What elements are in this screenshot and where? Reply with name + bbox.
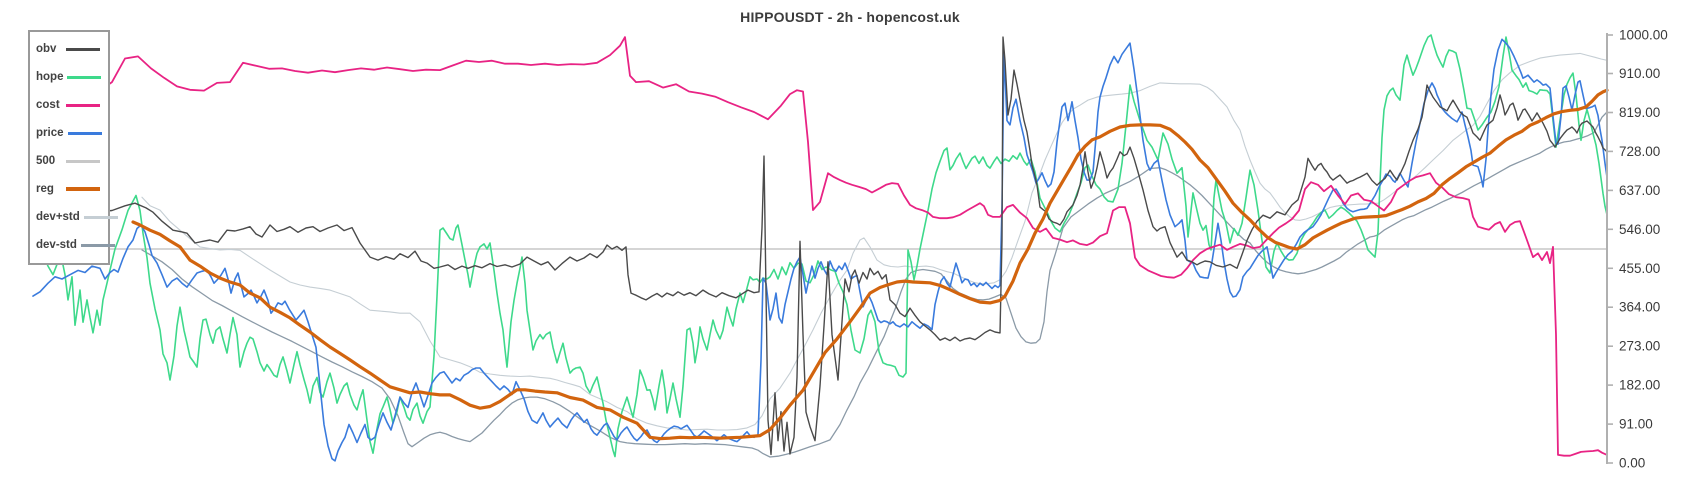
legend-item-label: obv — [36, 43, 57, 55]
legend-item-label: hope — [36, 71, 64, 83]
y-axis-tick-label: 455.00 — [1619, 261, 1660, 276]
legend-item-swatch — [66, 47, 100, 51]
legend-item-swatch — [66, 103, 100, 107]
legend-item-label: price — [36, 127, 64, 139]
y-axis-tick-label: 819.00 — [1619, 105, 1660, 120]
legend-item-hope[interactable]: hope — [30, 63, 108, 91]
series-dev-std-line — [141, 111, 1608, 458]
legend-item-swatch — [66, 187, 100, 191]
y-axis-tick-label: 0.00 — [1619, 456, 1645, 471]
y-axis-tick-label: 546.00 — [1619, 222, 1660, 237]
legend-item-dev-std[interactable]: dev-std — [30, 231, 115, 259]
legend-item-dev+std[interactable]: dev+std — [30, 203, 118, 231]
legend-item-reg[interactable]: reg — [30, 175, 108, 203]
legend-item-label: reg — [36, 183, 54, 195]
legend: obv hope cost price 500 reg dev+std dev-std — [28, 30, 118, 265]
legend-item-obv[interactable]: obv — [30, 35, 108, 63]
legend-item-label: dev+std — [36, 211, 80, 223]
chart-title: HIPPOUSDT - 2h - hopencost.uk — [740, 9, 960, 25]
y-axis-tick-label: 910.00 — [1619, 66, 1660, 81]
legend-item-500[interactable]: 500 — [30, 147, 108, 175]
legend-item-label: cost — [36, 99, 60, 111]
legend-item-cost[interactable]: cost — [30, 91, 108, 119]
legend-item-swatch — [66, 159, 100, 163]
series-dev+std-line — [141, 52, 1608, 431]
y-axis-tick-label: 91.00 — [1619, 417, 1653, 432]
legend-item-label: 500 — [36, 155, 56, 167]
series-hope-line — [32, 34, 1608, 458]
y-axis-tick-label: 364.00 — [1619, 300, 1660, 315]
legend-item-swatch — [67, 131, 102, 135]
series-reg-line — [131, 88, 1609, 441]
series-cost-line — [32, 36, 1608, 457]
y-axis-tick-label: 273.00 — [1619, 339, 1660, 354]
y-axis-tick-label: 182.00 — [1619, 378, 1660, 393]
legend-item-swatch — [67, 75, 102, 79]
legend-item-label: dev-std — [36, 239, 77, 251]
series-price-line — [32, 38, 1608, 462]
y-axis-tick-label: 1000.00 — [1619, 28, 1668, 43]
y-axis-tick-label: 637.00 — [1619, 183, 1660, 198]
legend-item-swatch — [83, 215, 118, 219]
series-obv-line — [32, 36, 1608, 456]
y-axis-tick-label: 728.00 — [1619, 144, 1660, 159]
legend-item-swatch — [80, 243, 115, 247]
legend-item-price[interactable]: price — [30, 119, 108, 147]
